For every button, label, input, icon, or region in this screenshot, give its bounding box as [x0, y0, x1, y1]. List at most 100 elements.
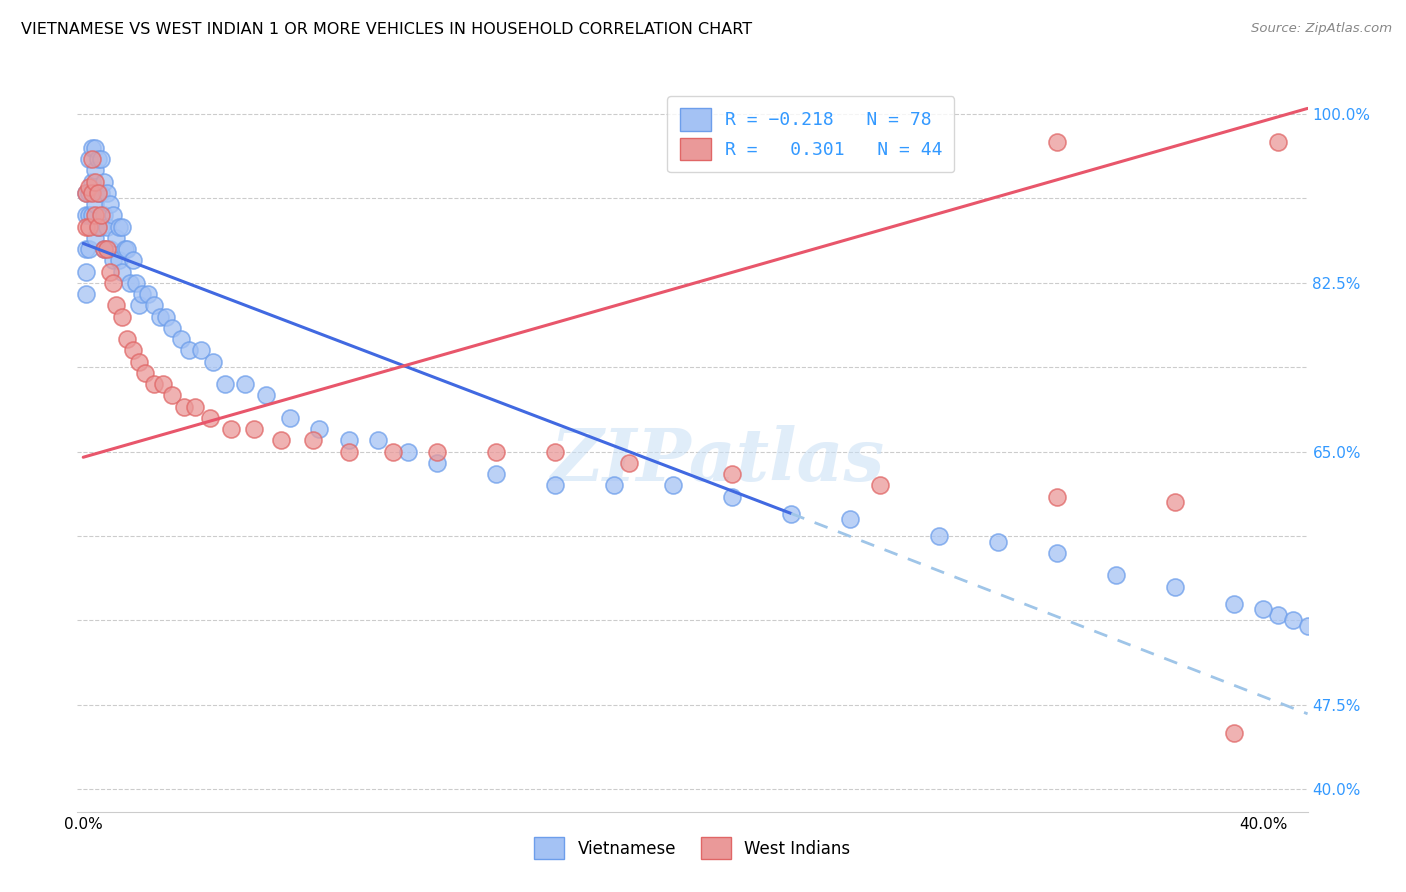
Point	[77, 152, 100, 166]
Point	[104, 298, 127, 312]
Point	[80, 208, 103, 222]
Point	[87, 152, 110, 166]
Point	[80, 141, 103, 155]
Point	[662, 478, 685, 492]
Point	[302, 434, 325, 448]
Point	[1282, 614, 1305, 628]
Point	[117, 242, 139, 256]
Point	[485, 467, 508, 482]
Point	[136, 287, 159, 301]
Point	[1253, 602, 1275, 616]
Point	[101, 276, 124, 290]
Point	[125, 276, 148, 290]
Point	[278, 410, 301, 425]
Point	[87, 219, 110, 234]
Point	[179, 343, 201, 358]
Point	[84, 163, 107, 178]
Point	[270, 434, 292, 448]
Point	[80, 152, 103, 166]
Point	[84, 141, 107, 155]
Point	[96, 219, 118, 234]
Point	[721, 490, 744, 504]
Point	[152, 377, 174, 392]
Point	[1046, 135, 1069, 149]
Point	[1164, 495, 1187, 509]
Point	[93, 208, 115, 222]
Point	[96, 186, 118, 200]
Point	[190, 343, 212, 358]
Point	[80, 186, 103, 200]
Point	[219, 422, 242, 436]
Point	[143, 298, 166, 312]
Point	[254, 388, 277, 402]
Point	[1223, 726, 1246, 740]
Point	[84, 175, 107, 189]
Point	[84, 208, 107, 222]
Point	[1267, 135, 1289, 149]
Point	[75, 287, 97, 301]
Point	[77, 186, 100, 200]
Point	[149, 310, 172, 324]
Point	[90, 219, 112, 234]
Point	[117, 332, 139, 346]
Point	[202, 354, 225, 368]
Point	[96, 242, 118, 256]
Point	[80, 175, 103, 189]
Point	[160, 388, 183, 402]
Point	[544, 444, 567, 458]
Point	[93, 242, 115, 256]
Point	[337, 444, 360, 458]
Point	[544, 478, 567, 492]
Point	[839, 512, 862, 526]
Point	[173, 400, 195, 414]
Point	[122, 253, 145, 268]
Point	[75, 208, 97, 222]
Point	[987, 534, 1010, 549]
Point	[75, 219, 97, 234]
Point	[1046, 490, 1069, 504]
Point	[75, 186, 97, 200]
Point	[131, 287, 153, 301]
Point	[90, 208, 112, 222]
Point	[367, 434, 389, 448]
Point	[98, 197, 121, 211]
Point	[169, 332, 191, 346]
Point	[87, 219, 110, 234]
Point	[84, 231, 107, 245]
Point	[1105, 568, 1128, 582]
Point	[308, 422, 330, 436]
Point	[928, 529, 950, 543]
Point	[75, 264, 97, 278]
Point	[235, 377, 257, 392]
Point	[87, 186, 110, 200]
Point	[104, 231, 127, 245]
Point	[869, 478, 891, 492]
Point	[77, 208, 100, 222]
Point	[93, 242, 115, 256]
Point	[107, 219, 129, 234]
Point	[128, 298, 150, 312]
Point	[110, 264, 132, 278]
Point	[1046, 546, 1069, 560]
Text: Source: ZipAtlas.com: Source: ZipAtlas.com	[1251, 22, 1392, 36]
Text: ZIPatlas: ZIPatlas	[550, 425, 884, 496]
Point	[143, 377, 166, 392]
Point	[122, 343, 145, 358]
Point	[198, 410, 221, 425]
Point	[93, 175, 115, 189]
Point	[617, 456, 640, 470]
Point	[426, 444, 449, 458]
Point	[77, 219, 100, 234]
Point	[382, 444, 405, 458]
Point	[184, 400, 207, 414]
Point	[75, 242, 97, 256]
Point	[98, 242, 121, 256]
Legend: Vietnamese, West Indians: Vietnamese, West Indians	[527, 830, 858, 865]
Point	[77, 242, 100, 256]
Point	[110, 219, 132, 234]
Point	[128, 354, 150, 368]
Point	[1164, 580, 1187, 594]
Point	[337, 434, 360, 448]
Point	[160, 321, 183, 335]
Text: VIETNAMESE VS WEST INDIAN 1 OR MORE VEHICLES IN HOUSEHOLD CORRELATION CHART: VIETNAMESE VS WEST INDIAN 1 OR MORE VEHI…	[21, 22, 752, 37]
